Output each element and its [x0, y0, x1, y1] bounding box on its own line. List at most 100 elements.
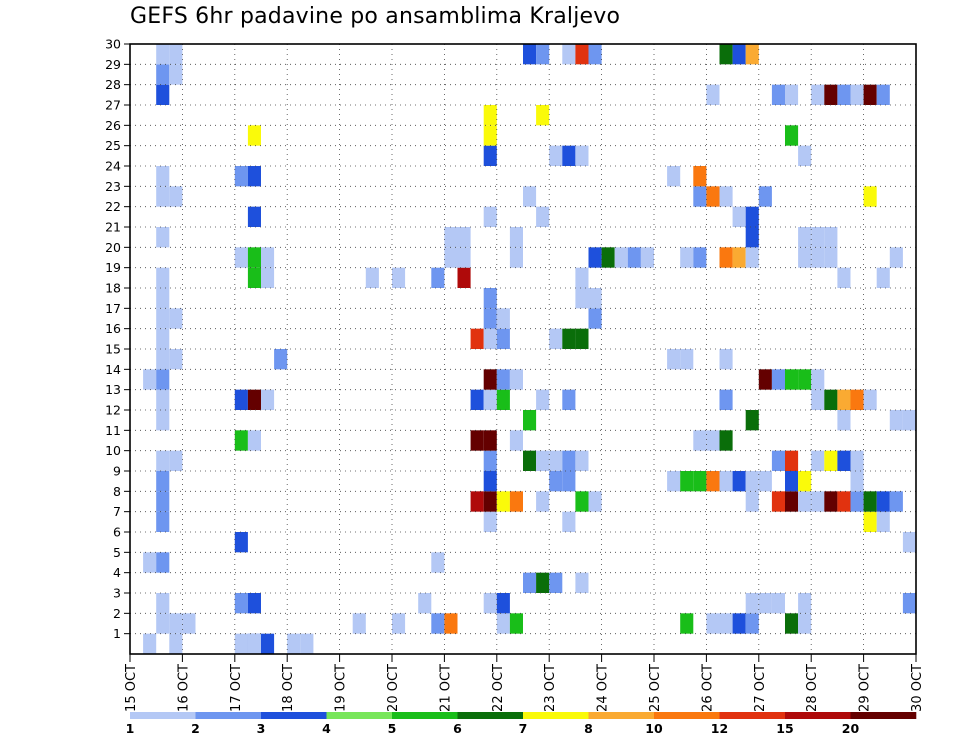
heatmap-cell — [693, 166, 707, 187]
heatmap-cell — [837, 389, 851, 410]
heatmap-cell — [287, 633, 301, 654]
y-tick-label: 16 — [105, 321, 121, 336]
heatmap-cell — [549, 471, 563, 492]
heatmap-cell — [156, 84, 170, 105]
heatmap-cell — [392, 267, 406, 288]
heatmap-cell — [719, 430, 733, 451]
heatmap-cell — [536, 105, 550, 126]
heatmap-cell — [156, 44, 170, 65]
heatmap-cell — [156, 64, 170, 85]
heatmap-cell — [156, 410, 170, 431]
y-tick-label: 7 — [113, 504, 121, 519]
heatmap-cell — [156, 491, 170, 512]
colorbar-label: 4 — [322, 721, 331, 736]
heatmap-cell — [719, 44, 733, 65]
heatmap-cell — [850, 389, 864, 410]
heatmap-cell — [523, 44, 537, 65]
colorbar-swatch — [850, 712, 917, 719]
heatmap-cell — [562, 389, 576, 410]
x-tick-label: 23 OCT — [543, 664, 558, 712]
heatmap-cell — [863, 84, 877, 105]
heatmap-cell — [719, 471, 733, 492]
cells-layer — [143, 44, 916, 654]
heatmap-cell — [876, 491, 890, 512]
y-tick-label: 21 — [105, 220, 121, 235]
heatmap-cell — [811, 389, 825, 410]
colorbar-swatch — [588, 712, 655, 719]
y-tick-label: 29 — [105, 57, 121, 72]
heatmap-cell — [706, 84, 720, 105]
heatmap-cell — [444, 227, 458, 248]
x-tick-label: 20 OCT — [386, 664, 401, 712]
heatmap-cell — [706, 613, 720, 634]
heatmap-cell — [863, 389, 877, 410]
x-tick-label: 21 OCT — [438, 664, 453, 712]
heatmap-cell — [667, 349, 681, 370]
heatmap-cell — [588, 44, 602, 65]
x-tick-label: 17 OCT — [229, 664, 244, 712]
heatmap-cell — [156, 267, 170, 288]
heatmap-cell — [837, 491, 851, 512]
y-tick-label: 26 — [105, 118, 121, 133]
heatmap-cell — [889, 491, 903, 512]
x-tick-label: 28 OCT — [805, 664, 820, 712]
y-tick-label: 17 — [105, 301, 121, 316]
heatmap-cell — [483, 593, 497, 614]
heatmap-cell — [798, 613, 812, 634]
heatmap-cell — [300, 633, 314, 654]
heatmap-cell — [549, 450, 563, 471]
y-tick-label: 28 — [105, 77, 121, 92]
heatmap-cell — [745, 613, 759, 634]
heatmap-cell — [352, 613, 366, 634]
heatmap-cell — [523, 410, 537, 431]
heatmap-cell — [575, 491, 589, 512]
heatmap-cell — [169, 450, 183, 471]
y-tick-label: 25 — [105, 138, 121, 153]
heatmap-cell — [601, 247, 615, 268]
heatmap-cell — [169, 349, 183, 370]
heatmap-cell — [837, 450, 851, 471]
x-tick-label: 22 OCT — [491, 664, 506, 712]
heatmap-cell — [496, 308, 510, 329]
heatmap-cell — [732, 471, 746, 492]
heatmap-cell — [745, 247, 759, 268]
heatmap-cell — [680, 613, 694, 634]
heatmap-cell — [824, 450, 838, 471]
y-tick-label: 27 — [105, 98, 121, 113]
heatmap-cell — [483, 491, 497, 512]
colorbar-swatch — [457, 712, 524, 719]
colorbar-swatch — [523, 712, 589, 719]
heatmap-cell — [470, 328, 484, 349]
x-tick-label: 19 OCT — [334, 664, 349, 712]
heatmap-cell — [418, 593, 432, 614]
heatmap-cell — [824, 247, 838, 268]
heatmap-cell — [247, 389, 261, 410]
heatmap-cell — [798, 145, 812, 166]
heatmap-cell — [588, 288, 602, 309]
y-tick-label: 24 — [105, 159, 121, 174]
colorbar-swatch — [130, 712, 196, 719]
heatmap-cell — [575, 288, 589, 309]
heatmap-cell — [483, 105, 497, 126]
heatmap-cell — [732, 247, 746, 268]
colorbar-label: 5 — [388, 721, 397, 736]
heatmap-cell — [902, 532, 916, 553]
x-tick-label: 27 OCT — [753, 664, 768, 712]
heatmap-cell — [549, 572, 563, 593]
heatmap-cell — [536, 491, 550, 512]
heatmap-cell — [549, 328, 563, 349]
heatmap-cell — [536, 389, 550, 410]
heatmap-cell — [444, 613, 458, 634]
heatmap-cell — [247, 125, 261, 146]
heatmap-cell — [824, 84, 838, 105]
heatmap-cell — [496, 491, 510, 512]
heatmap-cell — [483, 328, 497, 349]
heatmap-cell — [156, 389, 170, 410]
heatmap-cell — [693, 430, 707, 451]
heatmap-cell — [732, 613, 746, 634]
heatmap-cell — [745, 227, 759, 248]
colorbar-swatch — [195, 712, 262, 719]
heatmap-cell — [143, 633, 157, 654]
heatmap-cell — [902, 593, 916, 614]
